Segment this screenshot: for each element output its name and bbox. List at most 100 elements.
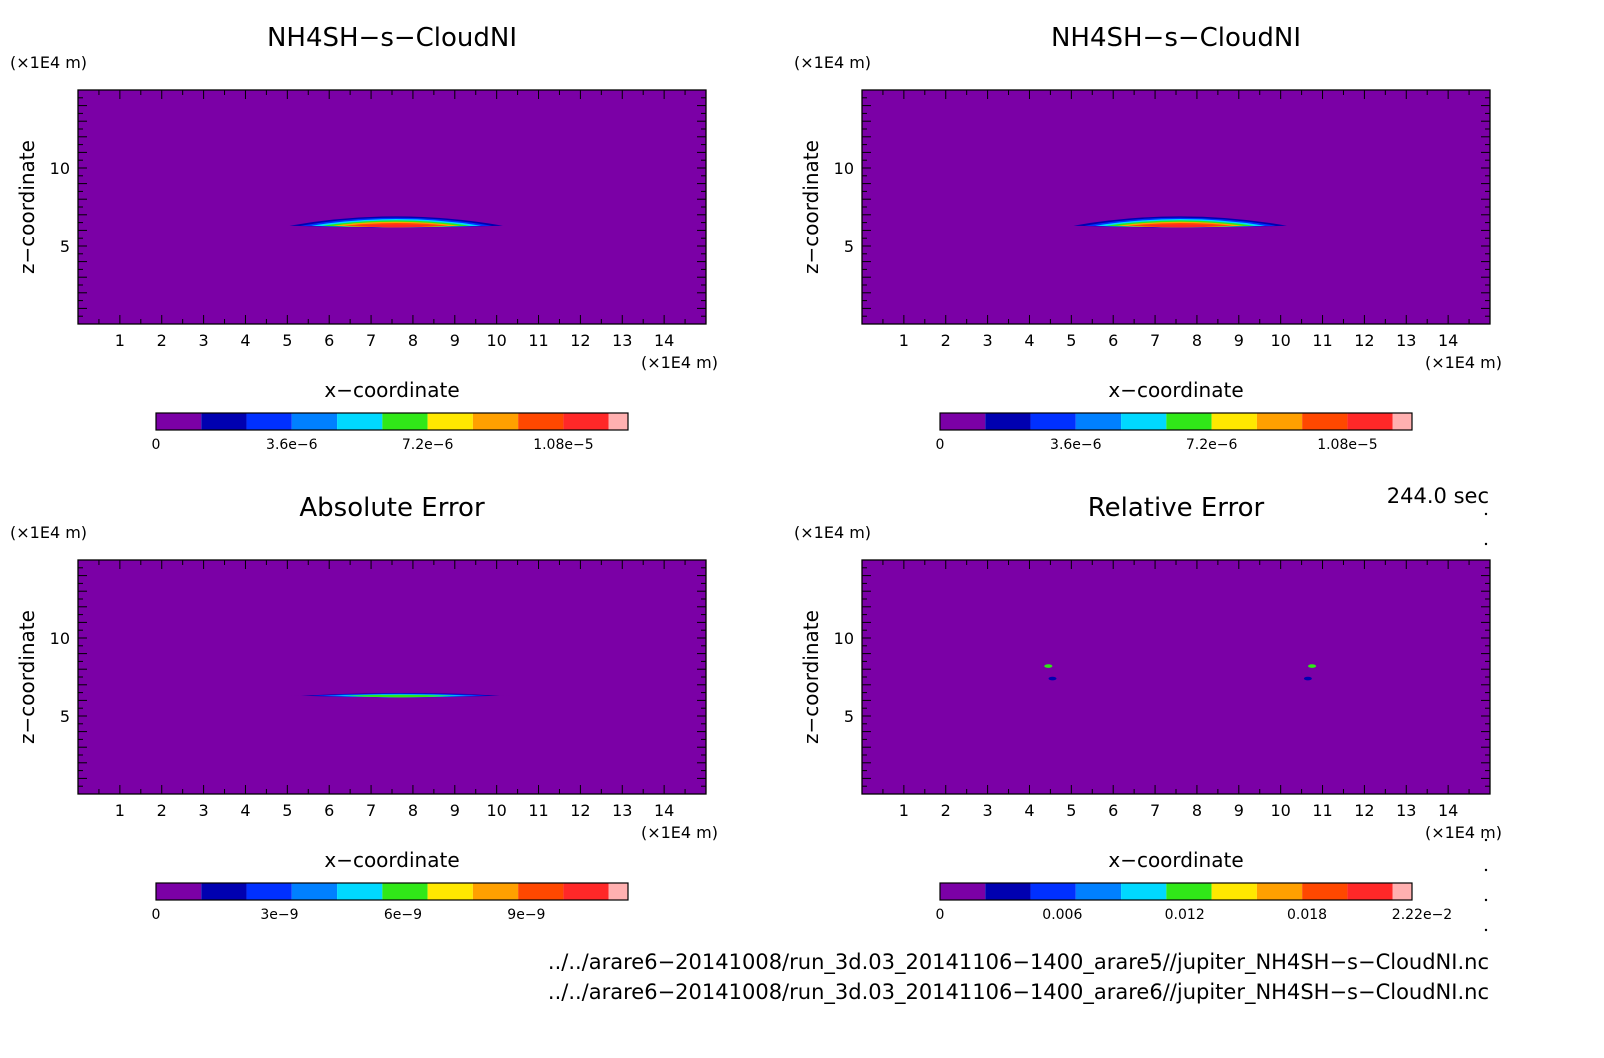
colorbar-tick-label: 7.2e−6 [1186,437,1238,453]
colorbar-tick-label: 1.08e−5 [533,437,593,453]
colorbar-tick-label: 1.08e−5 [1317,437,1377,453]
colorbar-swatch [1211,413,1257,430]
panel-title: NH4SH−s−CloudNI [1051,23,1301,53]
colorbar-swatch [1392,883,1412,900]
y-tick-label: 5 [60,237,70,256]
colorbar-swatch [1211,883,1257,900]
panel-4: Relative Error(×1E4 m)1 2 3 4 5 6 7 8 9 10 11 12 13 1… [794,493,1502,923]
z-unit-label: (×1E4 m) [10,53,87,72]
colorbar-swatch [291,883,338,900]
contour-band [354,224,438,228]
x-tick-label: 2 [157,801,167,820]
x-tick-label: 12 [570,801,590,820]
colorbar-swatch [337,413,383,430]
colorbar-swatch [201,883,247,900]
x-tick-label: 2 [941,331,951,350]
colorbar-swatch [201,413,247,430]
colorbar-swatch [1166,883,1212,900]
colorbar-swatch [1121,413,1167,430]
x-axis-label: x−coordinate [324,848,459,872]
x-tick-label: 5 [282,331,292,350]
x-tick-label: 13 [1396,331,1416,350]
panel-title: Absolute Error [299,493,485,523]
x-tick-label: 9 [450,801,460,820]
margin-dot [1484,898,1488,902]
plot-area [78,90,706,324]
colorbar: 0 3.6e−6 7.2e−6 1.08e−5 [152,412,629,453]
x-tick-label: 5 [1066,331,1076,350]
colorbar-tick-label: 9e−9 [507,907,545,923]
colorbar-tick-label: 3.6e−6 [266,437,318,453]
x-axis-label: x−coordinate [1108,848,1243,872]
colorbar-swatch [518,413,564,430]
colorbar-tick-label: 0 [936,437,945,453]
margin-dot [1484,838,1488,842]
panel-title: NH4SH−s−CloudNI [267,23,517,53]
x-tick-label: 1 [115,801,125,820]
x-tick-label: 12 [570,331,590,350]
x-tick-label: 9 [450,331,460,350]
colorbar-frame [939,412,1413,431]
colorbar-tick-label: 2.22e−2 [1392,907,1452,923]
margin-dot [1484,512,1488,516]
x-tick-label: 8 [408,801,418,820]
x-tick-label: 3 [983,331,993,350]
x-tick-label: 9 [1234,801,1244,820]
x-tick-label: 11 [528,331,548,350]
error-spot [1303,676,1312,681]
ticks [862,560,1490,794]
y-tick-label: 10 [834,629,854,648]
colorbar-swatch [1256,413,1303,430]
colorbar-tick-label: 0.006 [1042,907,1082,923]
x-tick-label: 12 [1354,801,1374,820]
colorbar-swatch [1347,413,1393,430]
colorbar-swatch [472,413,519,430]
y-axis-label: z−coordinate [15,610,39,744]
colorbar-swatch [472,883,519,900]
x-tick-label: 9 [1234,331,1244,350]
colorbar: 0 3e−9 6e−9 9e−9 [152,882,629,923]
x-tick-label: 13 [1396,801,1416,820]
colorbar-swatch [1075,413,1122,430]
colorbar-swatch [427,413,473,430]
colorbar-swatch [1075,883,1122,900]
colorbar-tick-label: 0 [936,907,945,923]
y-tick-label: 5 [844,707,854,726]
colorbar-swatch [291,413,338,430]
colorbar-swatch [1121,883,1167,900]
x-tick-label: 3 [199,801,209,820]
colorbar-swatch [518,883,564,900]
x-tick-label: 6 [1108,331,1118,350]
colorbar-tick-label: 6e−9 [384,907,422,923]
x-axis-label: x−coordinate [1108,378,1243,402]
x-tick-label: 8 [408,331,418,350]
x-tick-label: 2 [157,331,167,350]
panel-title: Relative Error [1088,493,1265,523]
z-unit-label: (×1E4 m) [10,523,87,542]
heatmap-features [289,692,512,698]
margin-dot [1484,542,1488,546]
heatmap-features [1073,216,1287,228]
x-unit-label: (×1E4 m) [1425,823,1502,842]
colorbar-swatch [1302,883,1348,900]
x-tick-label: 14 [654,801,674,820]
colorbar-tick-label: 0 [152,437,161,453]
x-tick-label: 8 [1192,331,1202,350]
x-tick-label: 10 [486,331,506,350]
colorbar-swatch [940,413,986,430]
colorbar-tick-label: 0.012 [1165,907,1205,923]
colorbar-swatch [563,413,609,430]
panel-2: NH4SH−s−CloudNI(×1E4 m)1 2 3 4 5 6 7 8 9 10 11 12 13… [794,23,1502,453]
x-tick-label: 13 [612,801,632,820]
z-unit-label: (×1E4 m) [794,53,871,72]
ticks [78,560,706,794]
x-tick-label: 4 [1024,331,1034,350]
x-tick-label: 14 [1438,331,1458,350]
margin-dots [1484,512,1488,932]
y-tick-label: 10 [50,629,70,648]
colorbar-swatch [246,413,292,430]
x-tick-label: 10 [1270,801,1290,820]
x-tick-label: 14 [1438,801,1458,820]
colorbar-tick-label: 0.018 [1287,907,1327,923]
colorbar-frame [155,412,629,431]
